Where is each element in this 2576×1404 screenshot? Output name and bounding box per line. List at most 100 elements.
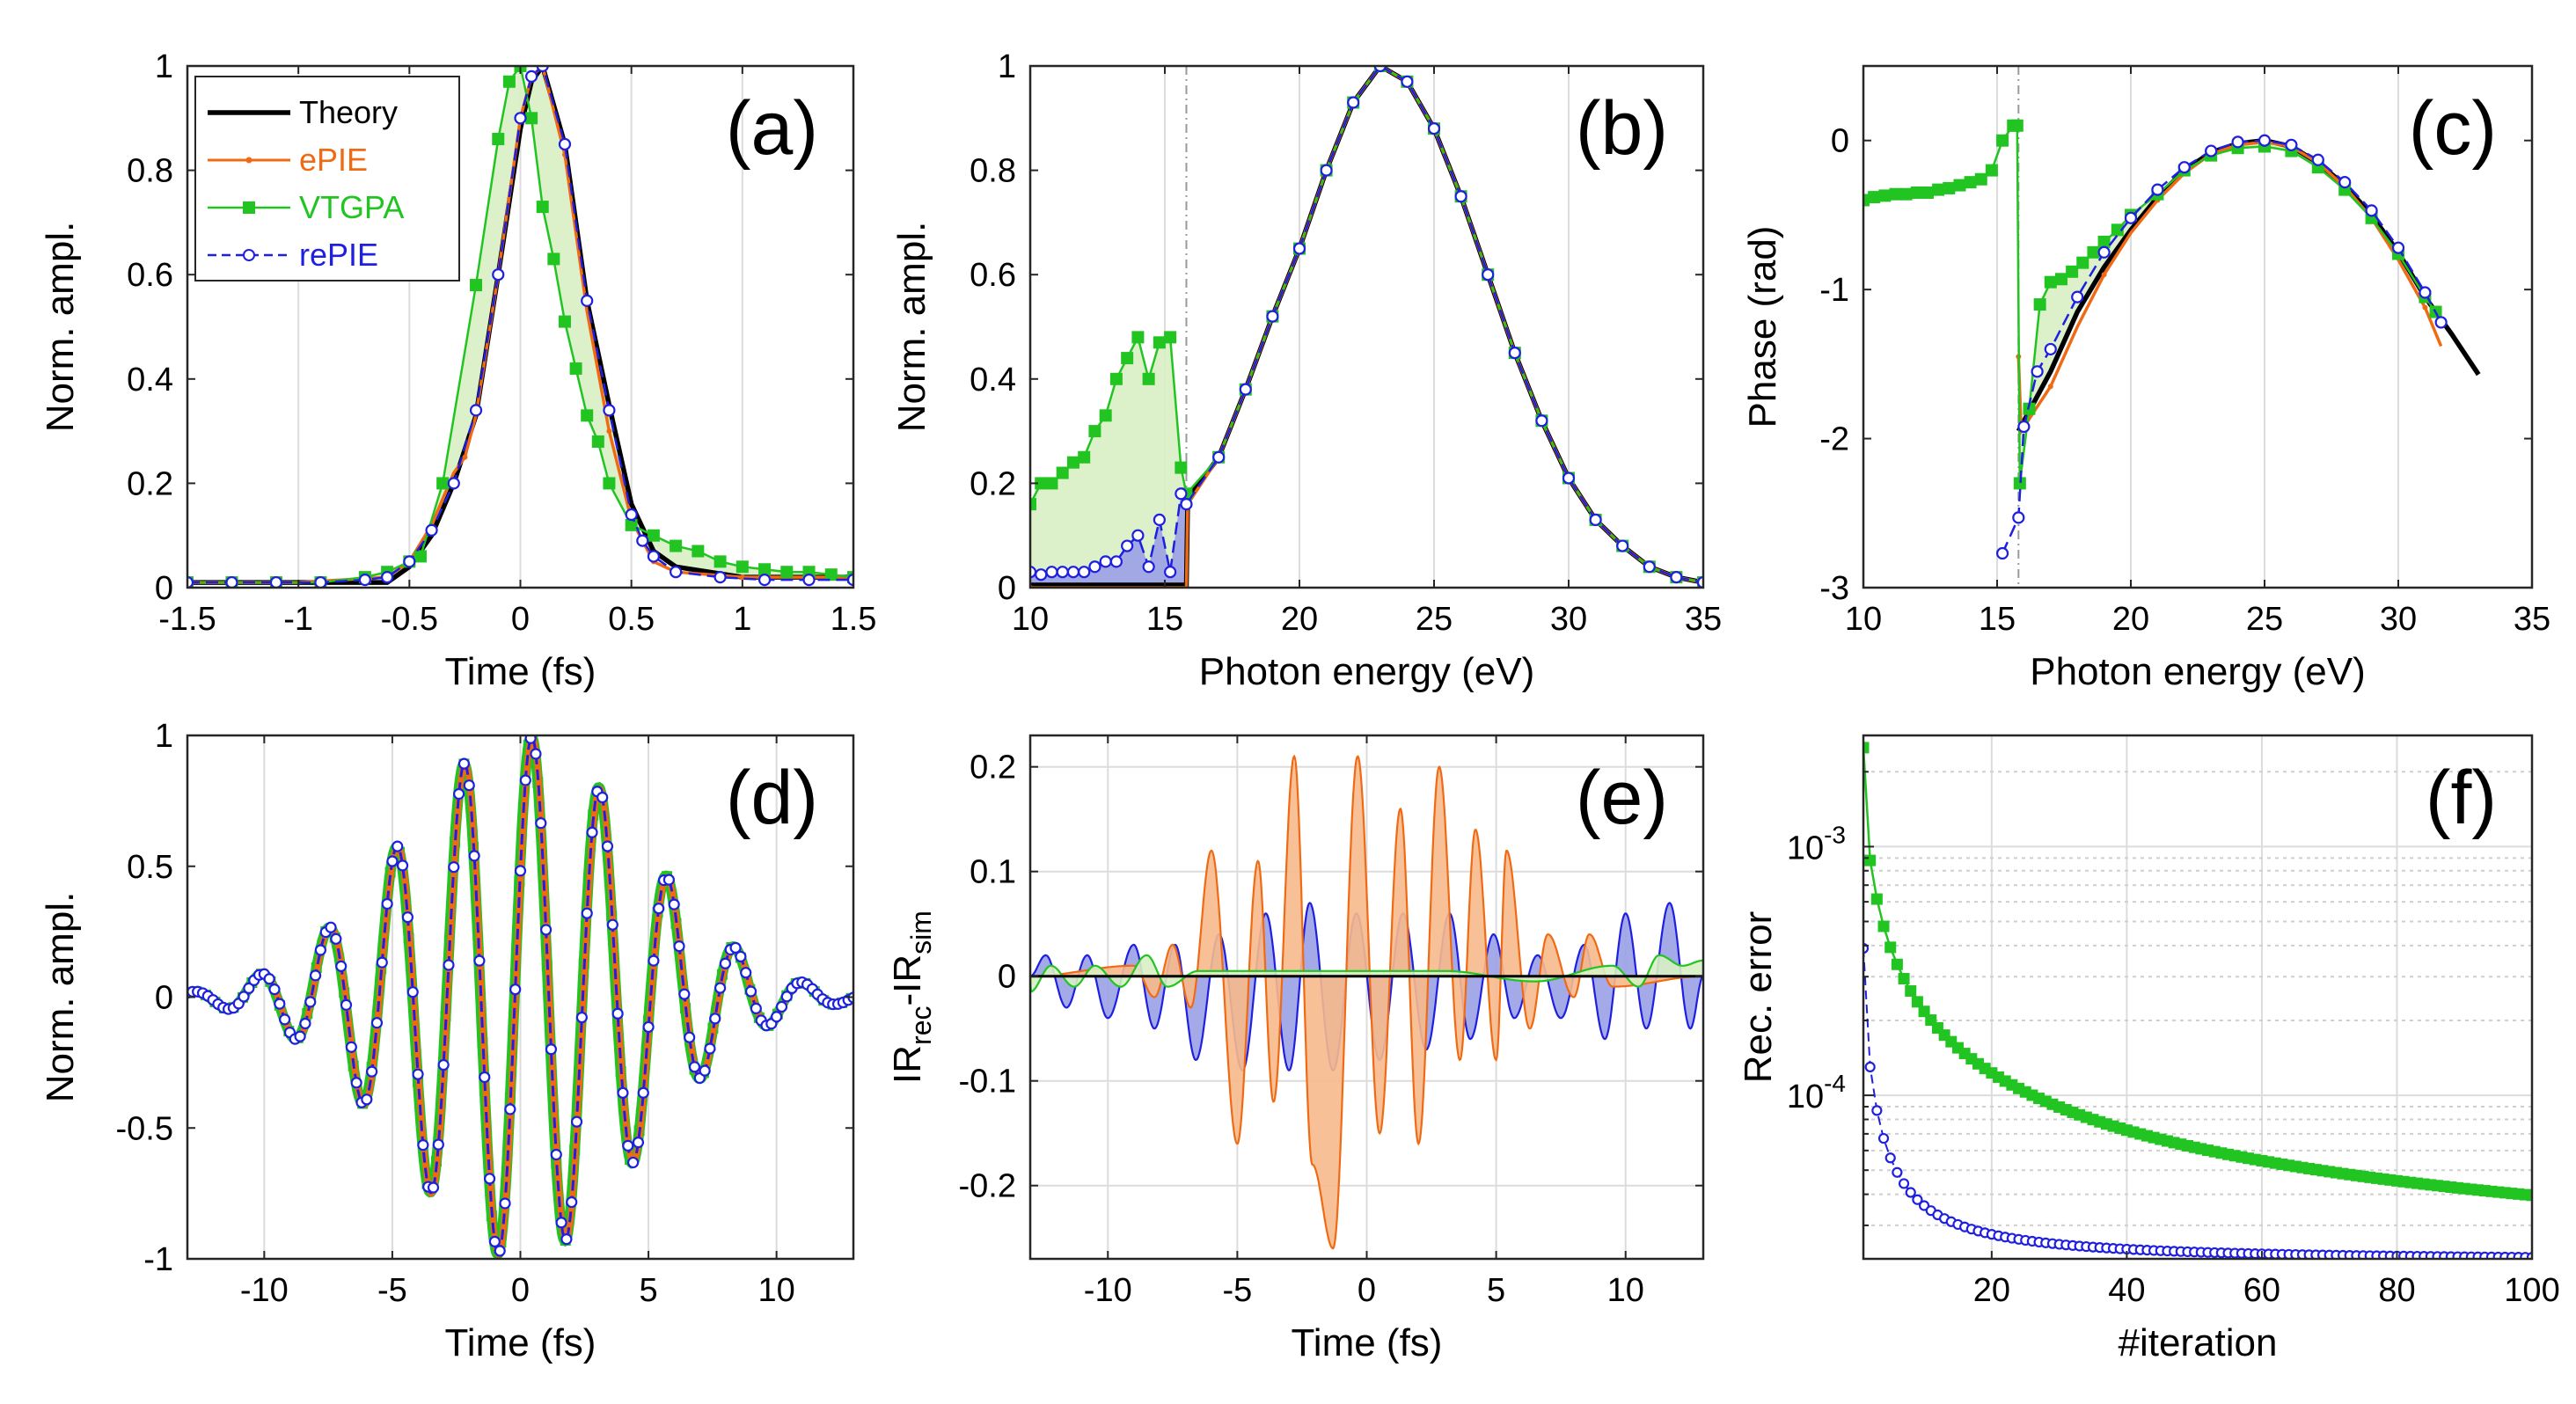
x-tick-label: 35 — [2514, 601, 2550, 638]
repie-marker — [1884, 1152, 1896, 1164]
vtgpa-marker — [2044, 275, 2057, 289]
repie-marker — [448, 861, 460, 874]
repie-marker — [2017, 420, 2031, 434]
y-tick-base: 10 — [1787, 1079, 1824, 1115]
repie-marker — [2031, 365, 2044, 378]
vtgpa-marker — [603, 477, 616, 490]
vtgpa-marker — [1911, 996, 1923, 1008]
repie-marker — [846, 574, 853, 587]
x-tick-label: -5 — [1222, 1272, 1252, 1309]
y-label-part: rec — [905, 1005, 937, 1044]
vtgpa-marker — [492, 133, 505, 146]
repie-marker — [187, 575, 194, 588]
vtgpa-marker — [1864, 854, 1877, 867]
repie-marker — [570, 1115, 583, 1128]
x-tick-label: 0 — [1358, 1272, 1376, 1309]
repie-marker — [714, 571, 727, 584]
y-label-part: sim — [905, 910, 937, 954]
repie-marker — [575, 1011, 588, 1024]
axes-frame — [1028, 734, 1705, 1261]
repie-marker — [1892, 1166, 1903, 1178]
repie-marker — [540, 924, 553, 936]
repie-marker — [427, 1181, 440, 1194]
y-tick-label: 0.4 — [970, 362, 1016, 399]
x-tick-label: 20 — [2112, 601, 2149, 638]
repie-marker — [274, 998, 286, 1010]
repie-marker — [1266, 310, 1279, 323]
vtgpa-marker — [1932, 183, 1945, 196]
repie-marker — [1180, 498, 1193, 511]
vtgpa-marker — [1899, 187, 1913, 201]
x-tick-label: 1 — [733, 601, 751, 638]
repie-marker — [468, 850, 480, 862]
repie-marker — [350, 1077, 362, 1089]
repie-marker — [678, 988, 691, 1000]
repie-marker — [381, 571, 394, 584]
vtgpa-marker — [536, 201, 549, 214]
repie-marker — [636, 534, 649, 547]
repie-marker — [269, 575, 283, 588]
x-tick-label: 0.5 — [608, 601, 655, 638]
repie-marker — [469, 404, 483, 417]
x-tick-label: 80 — [2378, 1272, 2415, 1309]
x-tick-label: 30 — [2380, 601, 2417, 638]
axes-frame — [1862, 64, 2534, 589]
repie-marker — [406, 986, 419, 998]
vtgpa-marker — [1863, 194, 1870, 207]
vtgpa-marker — [758, 563, 772, 576]
y-tick-label: 0 — [1831, 123, 1849, 160]
repie-marker — [1871, 1105, 1883, 1116]
repie-marker — [483, 1173, 496, 1185]
repie-marker — [1292, 242, 1306, 255]
vtgpa-marker — [1910, 186, 1923, 200]
vtgpa-marker — [2526, 1189, 2532, 1202]
plot-d — [187, 735, 853, 1259]
vtgpa-marker — [692, 545, 705, 558]
vtgpa-marker — [2076, 256, 2089, 269]
vtgpa-marker — [1078, 450, 1091, 464]
repie-marker — [279, 1013, 291, 1026]
y-axis-label: Phase (rad) — [1741, 226, 1784, 428]
repie-marker — [709, 1013, 721, 1025]
vtgpa-marker — [625, 518, 638, 531]
repie-marker — [1045, 566, 1058, 579]
repie-marker — [2205, 144, 2218, 157]
repie-marker — [1562, 472, 1576, 485]
x-tick-label: 10 — [1607, 1272, 1644, 1309]
repie-marker — [653, 903, 665, 915]
repie-marker — [314, 575, 327, 588]
vtgpa-marker — [2087, 245, 2100, 259]
axes-frame — [186, 734, 855, 1261]
repie-marker — [519, 774, 531, 786]
y-tick-base: 10 — [1787, 830, 1824, 867]
vtgpa-marker — [413, 550, 427, 563]
repie-marker — [775, 1000, 788, 1013]
vtgpa-marker — [1045, 477, 1058, 490]
repie-marker — [370, 1017, 384, 1029]
vtgpa-marker — [581, 409, 594, 422]
repie-marker — [1454, 190, 1467, 203]
y-tick-label: 0.8 — [127, 153, 173, 190]
repie-marker — [2391, 241, 2405, 254]
repie-marker — [735, 950, 747, 962]
y-tick-label: 0.5 — [127, 849, 173, 886]
repie-marker — [606, 918, 618, 931]
repie-marker — [447, 477, 460, 490]
residual-fill-vtgpa — [1030, 954, 1703, 991]
repie-marker — [396, 859, 409, 872]
repie-marker — [2012, 511, 2025, 524]
epie-marker — [606, 428, 612, 435]
vtgpa-marker — [1121, 352, 1134, 365]
vtgpa-marker — [647, 529, 660, 542]
repie-marker — [684, 1031, 696, 1043]
repie-marker — [1078, 566, 1091, 579]
legend-label-epie: ePIE — [299, 142, 368, 178]
y-tick-label: -0.1 — [959, 1064, 1016, 1101]
repie-marker — [1696, 575, 1703, 588]
repie-marker — [238, 991, 250, 1003]
repie-marker — [1535, 414, 1548, 428]
vtgpa-marker — [1131, 331, 1145, 344]
repie-marker — [2285, 138, 2298, 151]
repie-marker — [1373, 66, 1387, 73]
